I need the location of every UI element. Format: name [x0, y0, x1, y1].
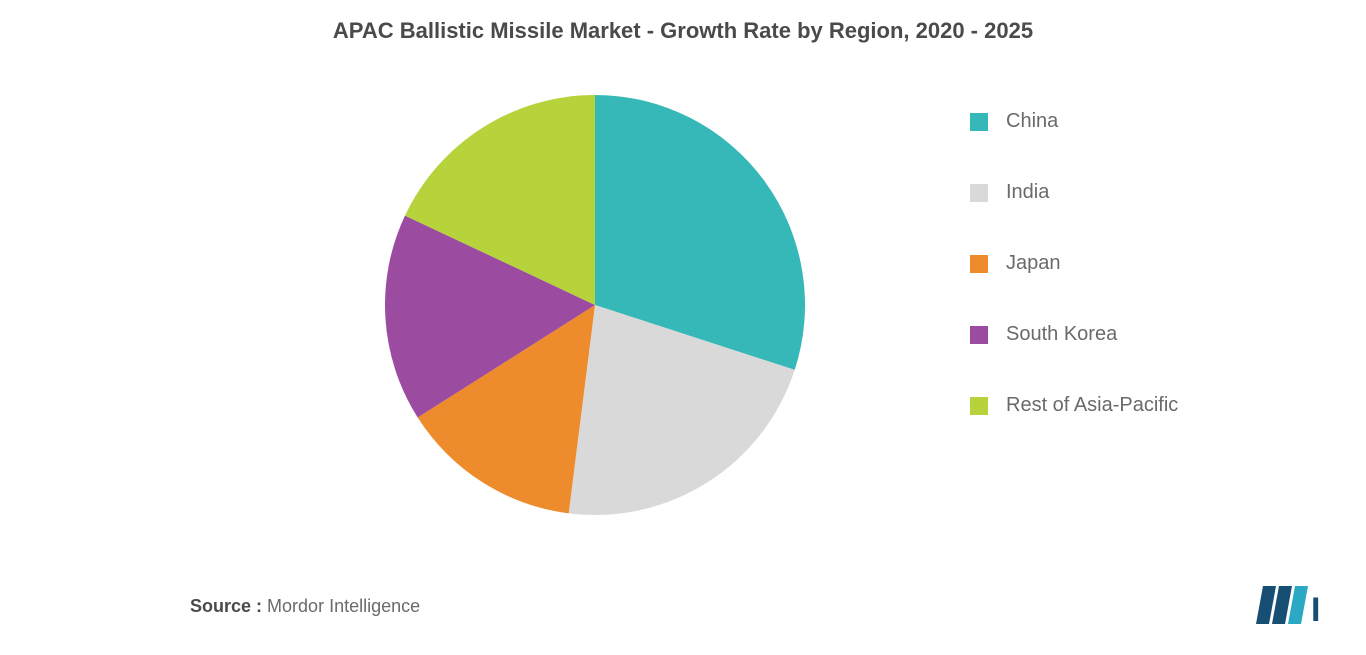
legend-label: China [1006, 110, 1058, 133]
source-line: Source : Mordor Intelligence [190, 596, 420, 617]
legend-label: Rest of Asia-Pacific [1006, 394, 1178, 417]
legend-swatch [970, 255, 988, 273]
legend-item: China [970, 110, 1320, 133]
legend-swatch [970, 184, 988, 202]
pie-chart [385, 95, 805, 515]
legend-swatch [970, 326, 988, 344]
legend-item: India [970, 181, 1320, 204]
legend-swatch [970, 113, 988, 131]
legend-item: Japan [970, 252, 1320, 275]
logo-text: I [1311, 591, 1320, 627]
legend-label: Japan [1006, 252, 1061, 275]
legend: China India Japan South Korea Rest of Asia-P… [970, 110, 1320, 465]
source-prefix: Source : [190, 596, 262, 616]
legend-label: India [1006, 181, 1049, 204]
legend-item: South Korea [970, 323, 1320, 346]
logo-bar [1288, 586, 1308, 624]
chart-title: APAC Ballistic Missile Market - Growth R… [0, 18, 1366, 44]
legend-swatch [970, 397, 988, 415]
brand-logo: I [1256, 583, 1326, 627]
logo-bar [1256, 586, 1276, 624]
legend-item: Rest of Asia-Pacific [970, 394, 1320, 417]
chart-root: APAC Ballistic Missile Market - Growth R… [0, 0, 1366, 655]
logo-bar [1272, 586, 1292, 624]
legend-label: South Korea [1006, 323, 1117, 346]
source-text: Mordor Intelligence [267, 596, 420, 616]
